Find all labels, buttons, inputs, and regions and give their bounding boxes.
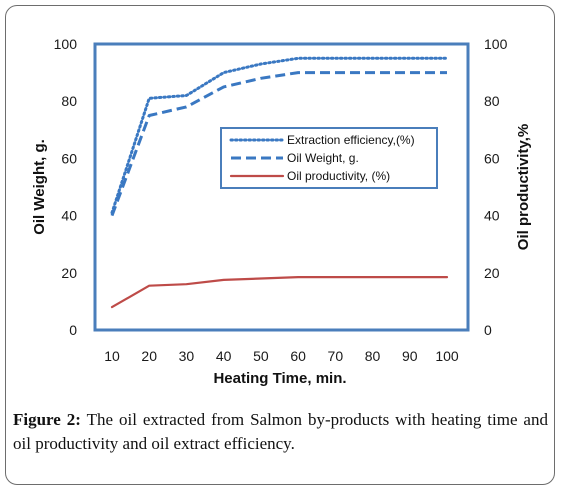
series-line-oil-weight-g	[110, 71, 447, 217]
right-y-tick-label: 20	[484, 265, 500, 281]
left-y-tick-label: 40	[61, 208, 77, 224]
right-y-tick-label: 40	[484, 208, 500, 224]
right-y-tick-label: 0	[484, 322, 492, 338]
x-axis-title: Heating Time, min.	[213, 370, 346, 387]
left-y-ticks: 0 20 40 60 80 100	[54, 36, 78, 338]
left-y-tick-label: 20	[61, 265, 77, 281]
x-ticks: 10 20 30 40 50 60 70 80 90 100	[104, 348, 459, 364]
left-y-tick-label: 60	[61, 150, 77, 166]
x-tick-label: 10	[104, 348, 120, 364]
right-y-tick-label: 100	[484, 36, 508, 52]
x-tick-label: 100	[435, 348, 459, 364]
figure-caption: Figure 2: The oil extracted from Salmon …	[13, 408, 548, 456]
series-line-oil-productivity	[110, 276, 449, 309]
left-y-axis-title: Oil Weight, g.	[31, 139, 48, 235]
legend-label-oil-productivity: Oil productivity, (%)	[287, 169, 390, 183]
left-y-tick-label: 80	[61, 93, 77, 109]
right-y-tick-label: 60	[484, 150, 500, 166]
right-y-tick-label: 80	[484, 93, 500, 109]
left-y-tick-label: 100	[54, 36, 78, 52]
legend-label-oil-weight: Oil Weight, g.	[287, 151, 359, 165]
figure-caption-text: The oil extracted from Salmon by-product…	[13, 410, 548, 453]
x-tick-label: 40	[216, 348, 232, 364]
legend: Extraction efficiency,(%) Oil Weight, g.…	[220, 127, 438, 189]
x-tick-label: 20	[141, 348, 157, 364]
right-y-ticks: 0 20 40 60 80 100	[484, 36, 508, 338]
x-tick-label: 70	[328, 348, 344, 364]
legend-label-extraction-efficiency: Extraction efficiency,(%)	[287, 133, 415, 147]
x-tick-label: 90	[402, 348, 418, 364]
x-tick-label: 80	[365, 348, 381, 364]
figure-label: Figure 2:	[13, 410, 81, 429]
series-line-extraction-efficiency	[110, 56, 449, 215]
right-y-axis-title: Oil productivity,%	[515, 124, 532, 250]
x-tick-label: 30	[179, 348, 195, 364]
x-tick-label: 60	[290, 348, 306, 364]
x-tick-label: 50	[253, 348, 269, 364]
legend-box	[220, 127, 438, 189]
left-y-tick-label: 0	[69, 322, 77, 338]
chart: 0 20 40 60 80 100 0 20 40 60 80 100 10 20 30 40 50 60 70…	[31, 36, 532, 387]
series-layer	[110, 56, 449, 309]
